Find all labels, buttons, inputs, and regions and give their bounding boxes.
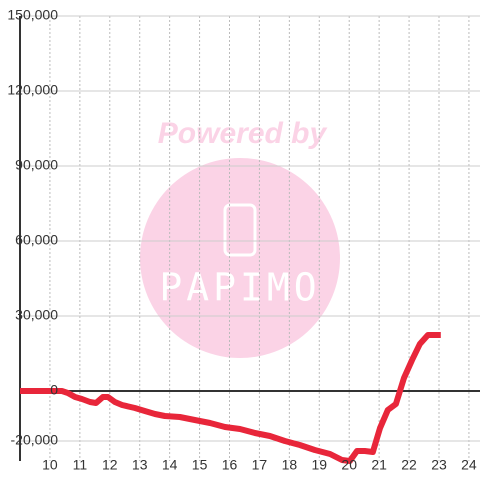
- x-tick-label: 15: [192, 457, 208, 473]
- x-tick-label: 16: [222, 457, 238, 473]
- x-tick-label: 12: [102, 457, 118, 473]
- y-tick-label: -20,000: [11, 432, 59, 448]
- x-tick-label: 19: [311, 457, 327, 473]
- x-tick-label: 22: [401, 457, 417, 473]
- x-tick-label: 13: [132, 457, 148, 473]
- y-tick-label: 90,000: [15, 157, 58, 173]
- y-tick-label: 150,000: [7, 7, 58, 23]
- data-line: [20, 332, 441, 464]
- y-tick-label: 120,000: [7, 82, 58, 98]
- x-tick-label: 23: [431, 457, 447, 473]
- x-tick-label: 24: [461, 457, 477, 473]
- x-tick-label: 20: [341, 457, 357, 473]
- x-tick-label: 11: [73, 457, 88, 473]
- x-tick-label: 18: [282, 457, 298, 473]
- x-tick-label: 21: [371, 457, 387, 473]
- y-tick-label: 0: [50, 382, 58, 398]
- y-tick-label: 30,000: [15, 307, 58, 323]
- watermark-circle: [140, 158, 340, 358]
- x-tick-label: 10: [42, 457, 58, 473]
- watermark-text: PAPIMO: [159, 266, 320, 310]
- watermark-text: Powered by: [158, 117, 328, 150]
- watermark-icon: [223, 203, 257, 257]
- x-tick-label: 14: [162, 457, 178, 473]
- y-tick-label: 60,000: [15, 232, 58, 248]
- watermark: Powered by PAPIMO: [140, 117, 340, 358]
- x-tick-label: 17: [252, 457, 268, 473]
